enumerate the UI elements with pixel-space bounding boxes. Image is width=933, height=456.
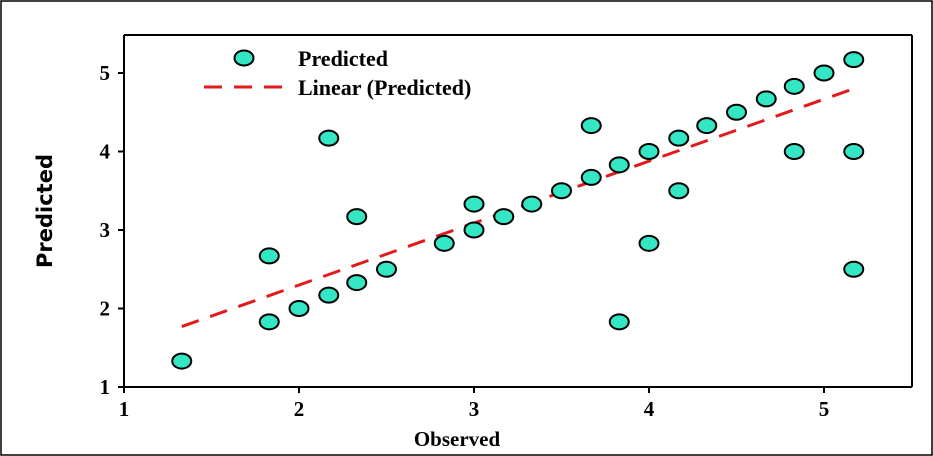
x-tick-label: 2 <box>294 397 305 421</box>
x-tick-label: 3 <box>469 397 480 421</box>
data-point <box>783 77 805 95</box>
data-point <box>493 208 515 226</box>
data-point <box>696 117 718 135</box>
legend-label-predicted: Predicted <box>298 46 388 71</box>
data-point <box>813 64 835 82</box>
data-point <box>843 51 865 69</box>
legend: Predicted Linear (Predicted) <box>204 46 471 100</box>
data-point <box>171 352 193 370</box>
data-point <box>668 129 690 147</box>
x-ticks: 1 2 3 4 5 <box>119 387 830 421</box>
data-point <box>551 182 572 200</box>
plot-area <box>123 34 913 388</box>
data-point <box>258 247 280 265</box>
data-point <box>668 182 690 200</box>
data-point <box>580 168 602 186</box>
y-tick-label: 5 <box>100 61 111 85</box>
y-axis-title: Predicted <box>33 154 57 268</box>
data-point <box>755 90 777 108</box>
data-point <box>318 286 340 304</box>
data-point <box>433 234 455 252</box>
data-point <box>608 313 630 331</box>
data-point <box>376 260 397 278</box>
data-point <box>318 129 340 147</box>
x-axis-title: Observed <box>414 427 501 451</box>
data-point <box>580 117 602 135</box>
data-point <box>608 156 630 174</box>
legend-label-linear: Linear (Predicted) <box>298 75 471 100</box>
points-layer <box>171 51 865 370</box>
data-point <box>638 143 660 160</box>
x-tick-label: 4 <box>644 397 655 421</box>
y-tick-label: 4 <box>100 140 111 164</box>
legend-marker-predicted <box>233 49 255 67</box>
x-tick-label: 1 <box>119 397 130 421</box>
y-tick-label: 2 <box>100 297 111 321</box>
data-point <box>638 234 660 252</box>
data-point <box>288 300 310 317</box>
data-point <box>463 195 485 213</box>
y-tick-label: 3 <box>100 218 111 242</box>
data-point <box>783 143 805 160</box>
data-point <box>521 195 543 213</box>
data-point <box>463 221 485 239</box>
data-point <box>346 208 368 226</box>
data-point <box>346 274 368 292</box>
x-tick-label: 5 <box>819 397 830 421</box>
data-point <box>843 260 865 278</box>
data-point <box>258 313 280 331</box>
data-point <box>726 103 747 121</box>
y-ticks: 1 2 3 4 5 <box>100 61 124 399</box>
y-tick-label: 1 <box>100 375 111 399</box>
data-point <box>843 143 865 160</box>
